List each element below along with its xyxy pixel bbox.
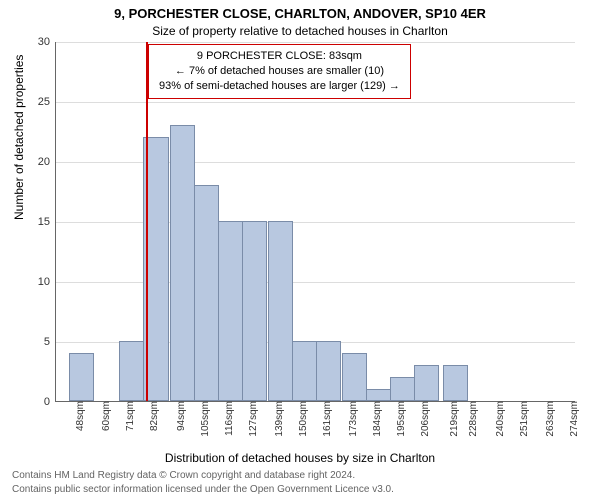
y-axis-label: Number of detached properties bbox=[12, 55, 26, 220]
attribution-footer: Contains HM Land Registry data © Crown c… bbox=[12, 469, 394, 496]
x-tick-label: 139sqm bbox=[270, 401, 285, 437]
histogram-bar bbox=[170, 125, 195, 401]
histogram-bar bbox=[292, 341, 317, 401]
x-tick-label: 82sqm bbox=[145, 401, 160, 431]
x-tick-label: 274sqm bbox=[565, 401, 580, 437]
histogram-bar bbox=[119, 341, 144, 401]
footer-line-1: Contains HM Land Registry data © Crown c… bbox=[12, 469, 394, 483]
x-tick-label: 71sqm bbox=[121, 401, 136, 431]
histogram-bar bbox=[443, 365, 468, 401]
y-tick-label: 20 bbox=[38, 156, 56, 168]
gridline bbox=[56, 42, 575, 43]
x-tick-label: 240sqm bbox=[491, 401, 506, 437]
x-tick-label: 251sqm bbox=[515, 401, 530, 437]
y-tick-label: 30 bbox=[38, 36, 56, 48]
gridline bbox=[56, 282, 575, 283]
x-axis-label: Distribution of detached houses by size … bbox=[0, 451, 600, 465]
gridline bbox=[56, 162, 575, 163]
x-tick-label: 219sqm bbox=[445, 401, 460, 437]
x-tick-label: 60sqm bbox=[97, 401, 112, 431]
gridline bbox=[56, 222, 575, 223]
x-tick-label: 94sqm bbox=[172, 401, 187, 431]
y-tick-label: 15 bbox=[38, 216, 56, 228]
x-tick-label: 48sqm bbox=[71, 401, 86, 431]
x-tick-label: 161sqm bbox=[318, 401, 333, 437]
chart-plot-area: 05101520253048sqm60sqm71sqm82sqm94sqm105… bbox=[55, 42, 575, 402]
gridline bbox=[56, 102, 575, 103]
x-tick-label: 116sqm bbox=[220, 401, 235, 436]
chart-title-main: 9, PORCHESTER CLOSE, CHARLTON, ANDOVER, … bbox=[0, 6, 600, 21]
x-tick-label: 105sqm bbox=[196, 401, 211, 437]
x-tick-label: 195sqm bbox=[392, 401, 407, 437]
y-tick-label: 25 bbox=[38, 96, 56, 108]
histogram-bar bbox=[268, 221, 293, 401]
histogram-bar bbox=[390, 377, 415, 401]
histogram-bar bbox=[69, 353, 94, 401]
x-tick-label: 127sqm bbox=[244, 401, 259, 437]
histogram-bar bbox=[366, 389, 391, 401]
histogram-bar bbox=[342, 353, 367, 401]
chart-title-sub: Size of property relative to detached ho… bbox=[0, 24, 600, 38]
histogram-bar bbox=[194, 185, 219, 401]
x-tick-label: 228sqm bbox=[464, 401, 479, 437]
histogram-bar bbox=[414, 365, 439, 401]
histogram-bar bbox=[316, 341, 341, 401]
reference-line bbox=[146, 42, 148, 401]
x-tick-label: 263sqm bbox=[541, 401, 556, 437]
x-tick-label: 184sqm bbox=[368, 401, 383, 437]
histogram-bar bbox=[242, 221, 267, 401]
y-tick-label: 0 bbox=[44, 396, 56, 408]
histogram-bar bbox=[218, 221, 243, 401]
footer-line-2: Contains public sector information licen… bbox=[12, 483, 394, 497]
x-tick-label: 150sqm bbox=[294, 401, 309, 437]
y-tick-label: 10 bbox=[38, 276, 56, 288]
x-tick-label: 173sqm bbox=[344, 401, 359, 437]
x-tick-label: 206sqm bbox=[416, 401, 431, 437]
y-tick-label: 5 bbox=[44, 336, 56, 348]
